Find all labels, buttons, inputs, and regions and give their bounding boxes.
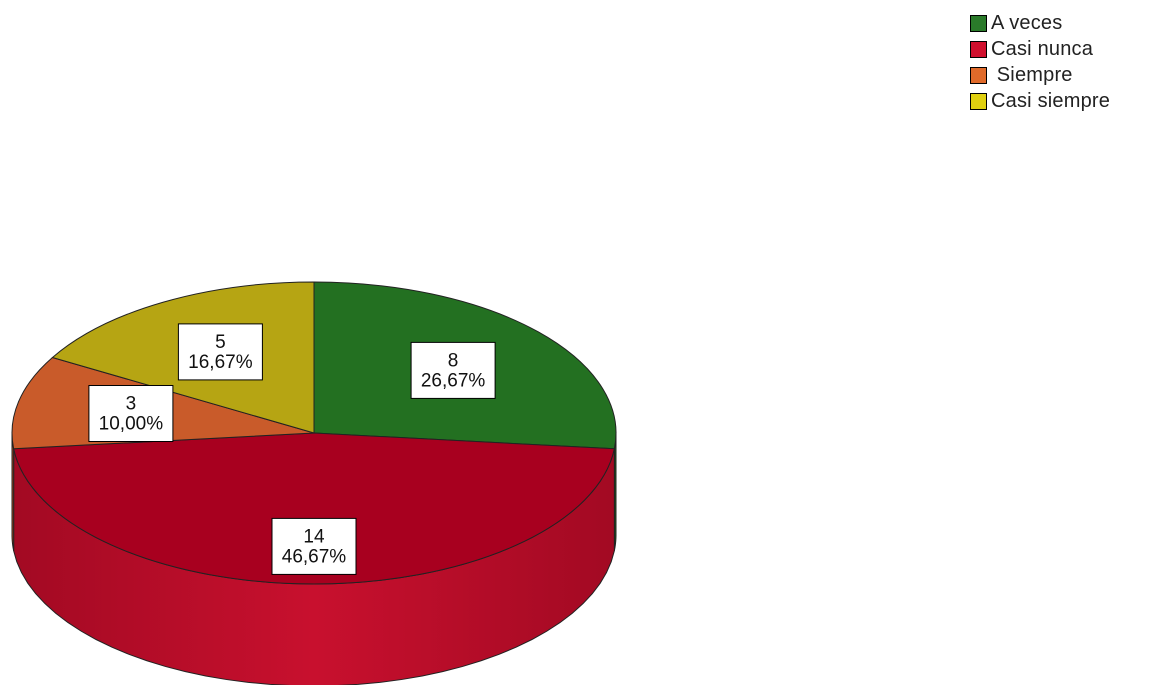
legend-label: Casi nunca: [991, 37, 1094, 60]
legend-swatch: [970, 14, 987, 32]
legend-swatch: [970, 40, 987, 58]
data-label-casi-siempre: 516,67%: [177, 323, 263, 381]
data-label-count: 3: [126, 394, 137, 415]
legend-item-a-veces: A veces: [970, 10, 1110, 36]
data-label-box: [88, 385, 174, 442]
data-label-percent: 10,00%: [99, 414, 164, 435]
data-label-siempre: 310,00%: [88, 385, 174, 442]
data-label-box: [410, 341, 496, 399]
legend-item-casi-siempre: Casi siempre: [970, 88, 1110, 114]
legend-swatch: [970, 92, 987, 110]
data-label-count: 14: [303, 526, 325, 547]
data-label-box: [271, 517, 357, 575]
legend-item-casi-nunca: Casi nunca: [970, 36, 1110, 62]
data-label-count: 8: [448, 350, 459, 371]
pie-side-siempre: [11, 433, 15, 551]
legend-label: Casi siempre: [991, 89, 1111, 112]
legend-item-siempre: Siempre: [970, 62, 1110, 88]
legend-swatch: [970, 66, 987, 84]
legend: A veces Casi nunca Siempre Casi siempre: [970, 10, 1110, 114]
data-label-percent: 46,67%: [282, 546, 347, 567]
data-label-count: 5: [215, 332, 226, 353]
legend-label: A veces: [991, 11, 1063, 34]
data-label-percent: 26,67%: [421, 370, 486, 391]
data-label-percent: 16,67%: [188, 352, 253, 373]
pie-slice-casi-nunca: [13, 432, 615, 585]
data-label-box: [177, 323, 263, 381]
data-label-a-veces: 826,67%: [410, 341, 496, 399]
legend-label: Siempre: [991, 63, 1073, 86]
